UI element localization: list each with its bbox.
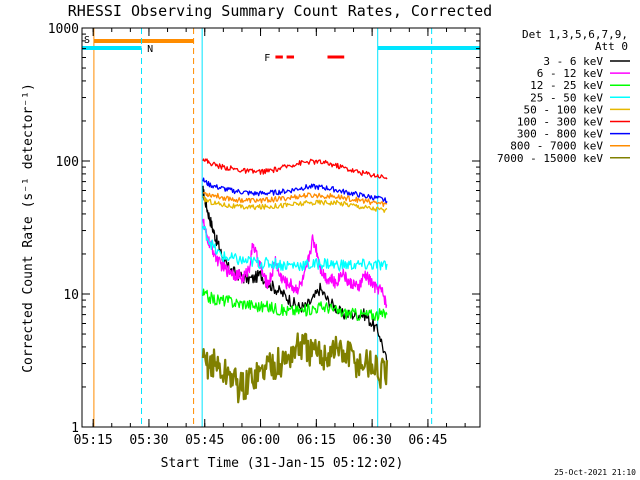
legend-label: 7000 - 15000 keV xyxy=(497,152,603,165)
legend-label: 300 - 800 keV xyxy=(517,128,603,141)
x-axis-label: Start Time (31-Jan-15 05:12:02) xyxy=(161,456,404,471)
chart-title: RHESSI Observing Summary Count Rates, Co… xyxy=(68,2,492,20)
y-tick-label: 100 xyxy=(56,155,79,170)
legend-header: Att 0 xyxy=(595,40,628,53)
indicator-label: F xyxy=(264,53,270,64)
series-line xyxy=(202,225,388,272)
legend-label: 100 - 300 keV xyxy=(517,116,603,129)
x-tick-label: 05:15 xyxy=(74,433,113,448)
legend-header: Det 1,3,5,6,7,9, xyxy=(522,28,628,41)
series-line xyxy=(201,332,389,404)
series-line xyxy=(202,191,388,208)
plot-frame xyxy=(81,27,481,428)
plot-area: S N F xyxy=(82,28,480,427)
x-tick-label: 06:00 xyxy=(241,433,280,448)
series-line xyxy=(202,288,388,321)
series-line xyxy=(202,196,388,213)
legend-label: 50 - 100 keV xyxy=(524,103,604,116)
y-axis-label: Corrected Count Rate (s⁻¹ detector⁻¹) xyxy=(21,83,36,373)
indicator-label: S xyxy=(84,35,90,46)
x-tick-label: 05:30 xyxy=(129,433,168,448)
indicator-label: N xyxy=(147,44,153,55)
series-line xyxy=(202,218,388,309)
y-tick-label: 10 xyxy=(63,288,79,303)
legend-label: 25 - 50 keV xyxy=(530,91,603,104)
series-line xyxy=(202,158,388,180)
legend-label: 3 - 6 keV xyxy=(543,55,603,68)
x-tick-label: 05:45 xyxy=(185,433,224,448)
y-tick-label: 1 xyxy=(71,421,79,436)
x-tick-label: 06:30 xyxy=(353,433,392,448)
legend-label: 6 - 12 keV xyxy=(537,67,604,80)
y-tick-label: 1000 xyxy=(48,22,79,37)
legend-label: 12 - 25 keV xyxy=(530,79,603,92)
series-line xyxy=(202,177,388,204)
x-tick-label: 06:15 xyxy=(297,433,336,448)
legend-label: 800 - 7000 keV xyxy=(510,140,603,153)
timestamp: 25-Oct-2021 21:10 xyxy=(554,468,636,477)
x-tick-label: 06:45 xyxy=(408,433,447,448)
